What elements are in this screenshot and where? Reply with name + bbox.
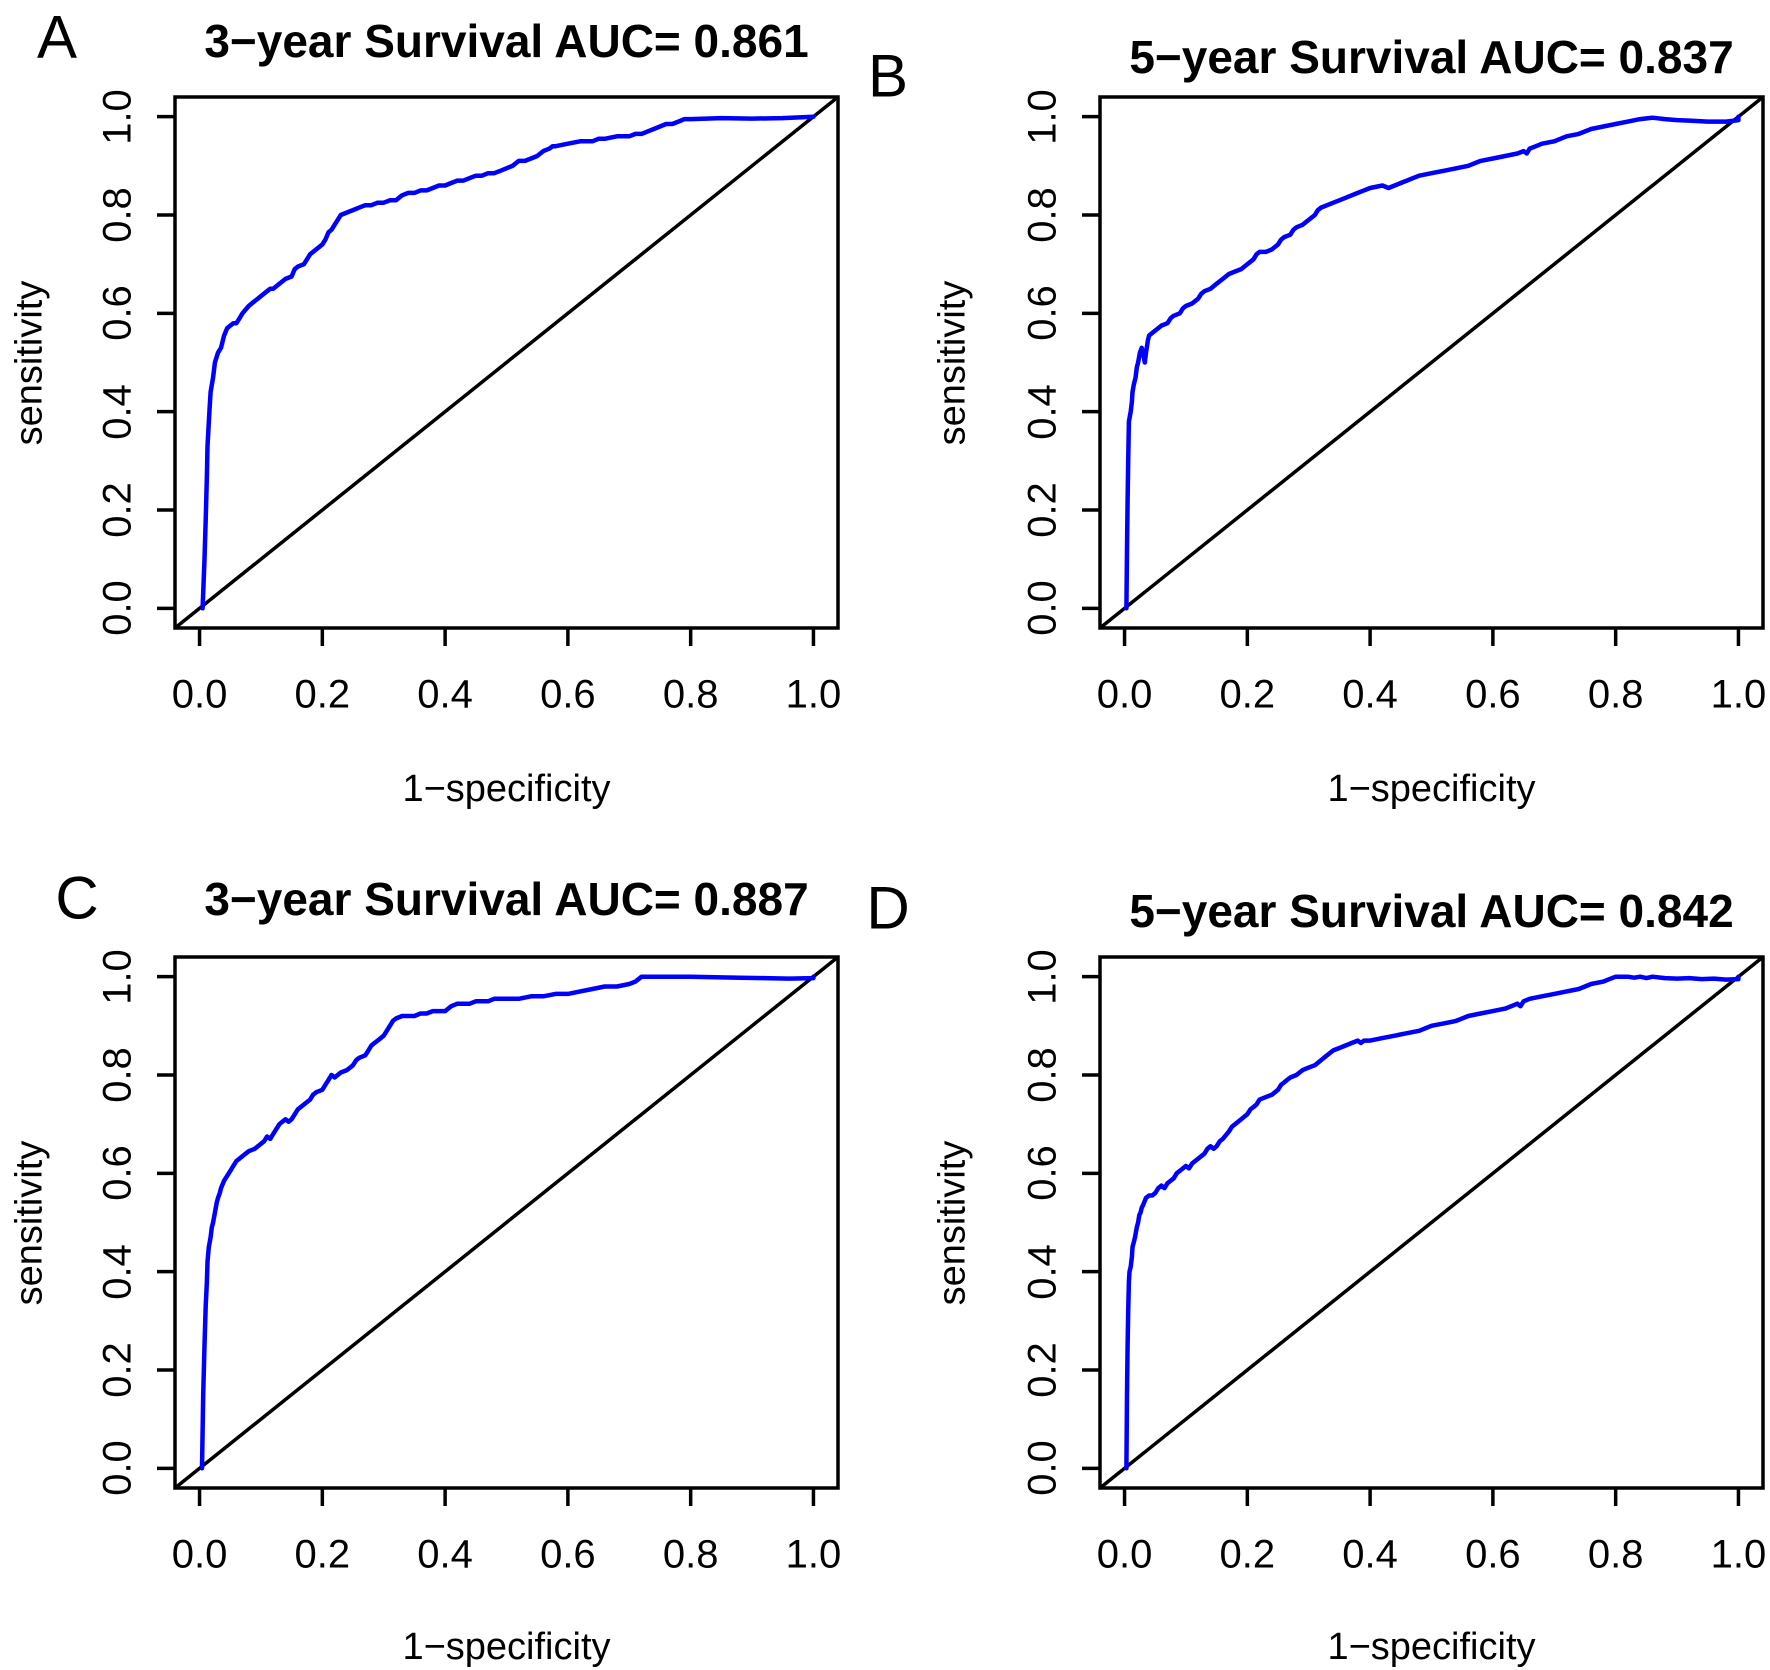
panel-c-x-tick-label: 0.8 bbox=[662, 1532, 719, 1577]
panel-c-y-axis-label: sensitivity bbox=[8, 1140, 51, 1306]
panel-a-y-axis-label: sensitivity bbox=[8, 280, 51, 446]
panel-a-x-tick-label: 0.6 bbox=[540, 672, 596, 717]
panel-letter-a: A bbox=[36, 3, 78, 71]
panel-letter-d: D bbox=[866, 874, 910, 942]
panel-b-x-tick-label: 1.0 bbox=[1710, 672, 1767, 717]
panel-letter-b: B bbox=[867, 42, 909, 110]
panel-a-y-tick-label: 0.4 bbox=[95, 383, 140, 440]
panel-c-x-tick-label: 0.6 bbox=[540, 1532, 596, 1577]
roc-curve bbox=[1124, 114, 1741, 611]
panel-b-y-tick-label: 0.8 bbox=[1020, 187, 1065, 243]
panel-b-y-axis-label: sensitivity bbox=[931, 280, 974, 446]
panel-d-plot bbox=[1082, 955, 1765, 1506]
panel-a-y-tick-label: 0.0 bbox=[95, 580, 140, 637]
panel-b-x-tick-label: 0.8 bbox=[1587, 672, 1644, 717]
panel-b-y-tick-label: 0.2 bbox=[1020, 482, 1065, 538]
panel-a-x-tick-label: 0.4 bbox=[417, 672, 473, 717]
panel-a-x-tick-label: 0.0 bbox=[171, 672, 228, 717]
panel-b-title: 5−year Survival AUC= 0.837 bbox=[1129, 31, 1734, 83]
panel-d-y-tick-label: 0.6 bbox=[1020, 1145, 1065, 1202]
panel-b-y-tick-label: 0.4 bbox=[1020, 383, 1065, 440]
panel-a-x-axis-label: 1−specificity bbox=[402, 768, 611, 810]
panel-a-y-tick-label: 0.2 bbox=[95, 482, 140, 538]
panel-b-y-tick-label: 0.0 bbox=[1020, 580, 1065, 637]
panel-a-y-tick-label: 0.8 bbox=[95, 187, 140, 243]
panel-d-y-tick-label: 0.4 bbox=[1020, 1243, 1065, 1300]
diagonal-reference-line bbox=[173, 95, 840, 630]
roc-curve bbox=[199, 974, 816, 1471]
panel-c-y-tick-label: 0.2 bbox=[95, 1342, 140, 1398]
panel-a-title: 3−year Survival AUC= 0.861 bbox=[204, 15, 809, 67]
diagonal-reference-line bbox=[173, 955, 840, 1490]
panel-c-y-tick-label: 1.0 bbox=[95, 948, 140, 1005]
plot-frame bbox=[1098, 955, 1765, 1490]
plot-frame bbox=[173, 95, 840, 630]
panel-b-y-tick-label: 0.6 bbox=[1020, 285, 1065, 342]
diagonal-reference-line bbox=[1098, 95, 1765, 630]
panel-d-y-tick-label: 1.0 bbox=[1020, 948, 1065, 1005]
panel-c-y-tick-label: 0.8 bbox=[95, 1047, 140, 1103]
panel-d-x-tick-label: 1.0 bbox=[1710, 1532, 1767, 1577]
panel-a-y-tick-label: 1.0 bbox=[95, 88, 140, 145]
panel-a-y-tick-label: 0.6 bbox=[95, 285, 140, 342]
panel-d-x-tick-label: 0.6 bbox=[1465, 1532, 1521, 1577]
panel-b-x-tick-label: 0.2 bbox=[1219, 672, 1276, 717]
panel-a-x-tick-label: 1.0 bbox=[785, 672, 842, 717]
panel-c-plot bbox=[157, 955, 840, 1506]
panel-a-x-tick-label: 0.8 bbox=[662, 672, 719, 717]
panel-c-title: 3−year Survival AUC= 0.887 bbox=[204, 873, 809, 925]
panel-d-y-axis-label: sensitivity bbox=[931, 1140, 974, 1306]
panel-c-x-tick-label: 1.0 bbox=[785, 1532, 842, 1577]
panel-d-x-tick-label: 0.4 bbox=[1342, 1532, 1398, 1577]
panel-c-y-tick-label: 0.0 bbox=[95, 1440, 140, 1497]
roc-curve bbox=[200, 114, 816, 611]
plot-frame bbox=[1098, 95, 1765, 630]
panel-b-x-tick-label: 0.4 bbox=[1342, 672, 1398, 717]
panel-c-x-tick-label: 0.0 bbox=[171, 1532, 228, 1577]
panel-b-plot bbox=[1082, 95, 1765, 646]
panel-c-y-tick-label: 0.4 bbox=[95, 1243, 140, 1300]
diagonal-reference-line bbox=[1098, 955, 1765, 1490]
panel-d-y-tick-label: 0.8 bbox=[1020, 1047, 1065, 1103]
panel-a-x-tick-label: 0.2 bbox=[294, 672, 351, 717]
panel-b-y-tick-label: 1.0 bbox=[1020, 88, 1065, 145]
panel-c-x-tick-label: 0.2 bbox=[294, 1532, 351, 1577]
panel-c-x-axis-label: 1−specificity bbox=[402, 1626, 611, 1668]
panel-d-x-tick-label: 0.8 bbox=[1587, 1532, 1644, 1577]
panel-d-x-axis-label: 1−specificity bbox=[1327, 1626, 1536, 1668]
plot-frame bbox=[173, 955, 840, 1490]
panel-d-y-tick-label: 0.2 bbox=[1020, 1342, 1065, 1398]
panel-d-x-tick-label: 0.2 bbox=[1219, 1532, 1276, 1577]
panel-b-x-tick-label: 0.6 bbox=[1465, 672, 1521, 717]
panel-letter-c: C bbox=[55, 864, 99, 932]
panel-d-title: 5−year Survival AUC= 0.842 bbox=[1129, 885, 1734, 937]
panel-a-plot bbox=[157, 95, 840, 646]
panel-c-x-tick-label: 0.4 bbox=[417, 1532, 473, 1577]
panel-b-x-axis-label: 1−specificity bbox=[1327, 768, 1536, 810]
panel-c-y-tick-label: 0.6 bbox=[95, 1145, 140, 1202]
panel-d-x-tick-label: 0.0 bbox=[1096, 1532, 1153, 1577]
panel-b-x-tick-label: 0.0 bbox=[1096, 672, 1153, 717]
roc-curve bbox=[1124, 974, 1741, 1471]
panel-d-y-tick-label: 0.0 bbox=[1020, 1440, 1065, 1497]
